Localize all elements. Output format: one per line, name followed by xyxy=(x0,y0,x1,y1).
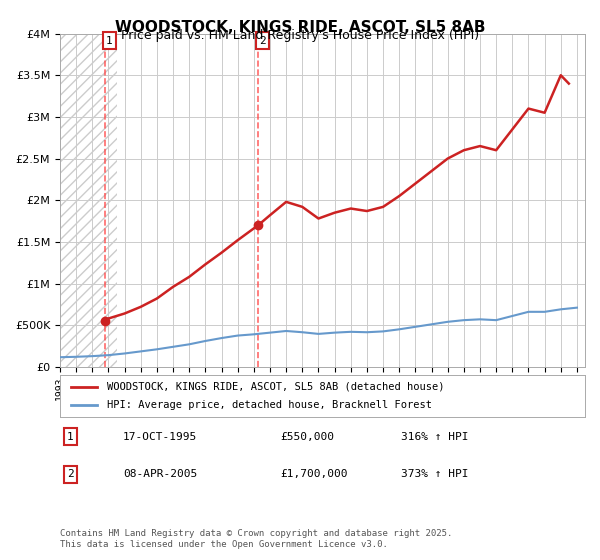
Text: 2: 2 xyxy=(67,469,74,479)
Text: 2: 2 xyxy=(259,36,266,45)
Text: WOODSTOCK, KINGS RIDE, ASCOT, SL5 8AB: WOODSTOCK, KINGS RIDE, ASCOT, SL5 8AB xyxy=(115,20,485,35)
Text: 373% ↑ HPI: 373% ↑ HPI xyxy=(401,469,469,479)
Text: HPI: Average price, detached house, Bracknell Forest: HPI: Average price, detached house, Brac… xyxy=(107,400,432,410)
Text: 316% ↑ HPI: 316% ↑ HPI xyxy=(401,432,469,442)
Text: Price paid vs. HM Land Registry's House Price Index (HPI): Price paid vs. HM Land Registry's House … xyxy=(121,29,479,42)
Text: 1: 1 xyxy=(106,36,113,45)
Text: Contains HM Land Registry data © Crown copyright and database right 2025.
This d: Contains HM Land Registry data © Crown c… xyxy=(60,529,452,549)
Text: 17-OCT-1995: 17-OCT-1995 xyxy=(123,432,197,442)
Text: 08-APR-2005: 08-APR-2005 xyxy=(123,469,197,479)
Text: £550,000: £550,000 xyxy=(281,432,335,442)
Text: WOODSTOCK, KINGS RIDE, ASCOT, SL5 8AB (detached house): WOODSTOCK, KINGS RIDE, ASCOT, SL5 8AB (d… xyxy=(107,382,445,392)
Text: 1: 1 xyxy=(67,432,74,442)
Text: £1,700,000: £1,700,000 xyxy=(281,469,348,479)
